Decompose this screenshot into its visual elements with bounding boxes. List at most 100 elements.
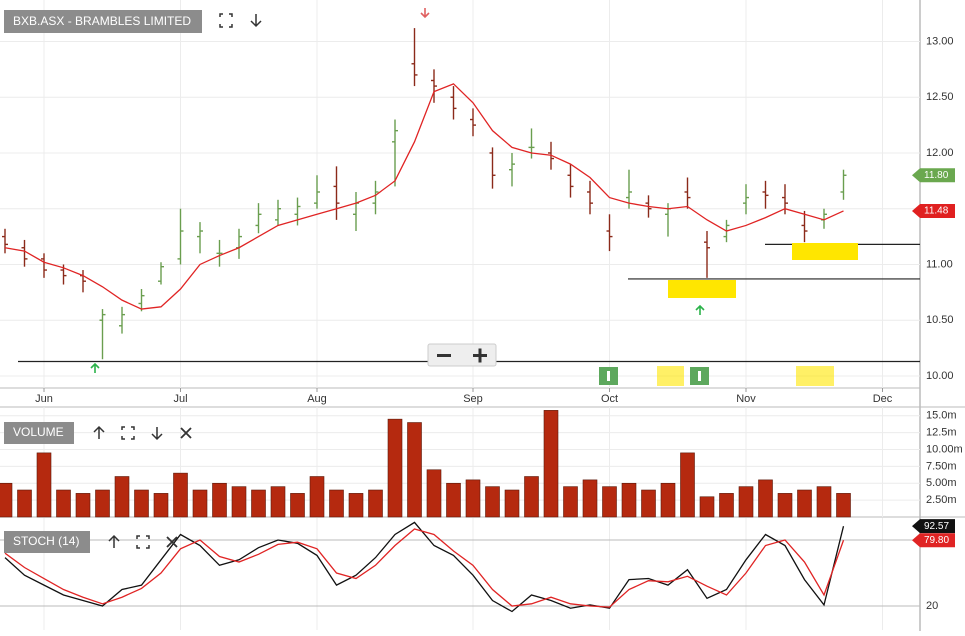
signal-arrow	[695, 304, 705, 315]
volume-bar	[660, 482, 676, 518]
volume-bar	[797, 489, 812, 518]
y-tick-label: 12.5m	[926, 427, 957, 439]
price-tag	[912, 533, 955, 548]
volume-bar	[0, 482, 13, 518]
y-tick-label: 15.0m	[926, 410, 957, 422]
volume-bar	[251, 489, 266, 518]
volume-bar	[231, 486, 247, 518]
volume-bar	[563, 486, 578, 518]
volume-bar	[485, 486, 500, 518]
volume-bar	[192, 489, 208, 518]
price-tag	[912, 519, 955, 534]
volume-bar	[173, 472, 188, 518]
x-tick-label: Jun	[35, 393, 53, 405]
event-icon	[607, 371, 610, 381]
x-tick-label: Nov	[736, 393, 756, 405]
price-tag	[912, 203, 955, 218]
volume-bar	[699, 496, 715, 518]
volume-bar	[407, 422, 422, 518]
price-tag-label: 79.80	[924, 535, 949, 546]
price-tag-label: 11.48	[924, 206, 949, 217]
volume-bar	[56, 489, 71, 518]
zoom-out[interactable]	[437, 354, 451, 357]
price-tag	[912, 168, 955, 183]
panel-title: STOCH (14)	[13, 534, 79, 548]
move-down-icon[interactable]	[250, 14, 262, 28]
volume-bar	[465, 479, 481, 518]
y-tick-label: 11.00	[926, 258, 953, 270]
volume-bar	[621, 482, 637, 518]
x-tick-label: Oct	[601, 393, 618, 405]
zoom-in[interactable]	[478, 348, 482, 363]
volume-bar	[270, 486, 286, 518]
volume-bar	[680, 452, 695, 518]
y-tick-label: 7.50m	[926, 460, 957, 472]
signal-arrow	[90, 362, 100, 373]
panel-title-box	[4, 10, 202, 33]
volume-bar	[582, 479, 598, 518]
stoch-line	[4, 528, 845, 608]
volume-bar	[738, 486, 754, 518]
y-tick-label: 10.00	[926, 370, 954, 382]
drawing-marker[interactable]	[796, 366, 834, 386]
close-icon[interactable]	[166, 536, 178, 548]
stoch-line	[4, 521, 845, 613]
panel-title: VOLUME	[13, 425, 64, 439]
y-tick-label: 20	[926, 600, 938, 612]
maximize-icon[interactable]	[136, 535, 150, 549]
panel-title-box	[4, 422, 74, 444]
volume-bar	[114, 476, 130, 518]
x-tick-label: Jul	[173, 393, 187, 405]
panel-title: BXB.ASX - BRAMBLES LIMITED	[13, 14, 191, 28]
volume-bar	[95, 489, 110, 518]
x-tick-label: Dec	[873, 393, 893, 405]
volume-bar	[387, 418, 403, 518]
y-tick-label: 10.50	[926, 314, 954, 326]
signal-arrow	[420, 8, 430, 19]
volume-bar	[641, 489, 656, 518]
y-tick-label: 13.00	[926, 35, 954, 47]
volume-bar	[17, 489, 32, 518]
maximize-icon[interactable]	[121, 426, 135, 440]
x-tick-label: Sep	[463, 393, 483, 405]
price-tag-label: 92.57	[924, 521, 949, 532]
volume-bar	[758, 479, 773, 518]
moving-average	[4, 83, 844, 310]
maximize-icon[interactable]	[219, 13, 233, 28]
volume-bar	[426, 469, 442, 518]
move-up-icon[interactable]	[93, 425, 105, 439]
y-tick-label: 12.50	[926, 91, 954, 103]
volume-bar	[134, 489, 149, 518]
volume-bar	[75, 493, 91, 518]
y-tick-label: 10.00m	[926, 443, 963, 455]
volume-bar	[543, 410, 559, 518]
zoom-controls	[427, 343, 497, 367]
volume-bar	[329, 489, 344, 518]
volume-bar	[446, 482, 461, 518]
y-tick-label: 2.50m	[926, 494, 957, 506]
volume-bar	[777, 493, 793, 518]
price-tag-label: 11.80	[924, 170, 949, 181]
y-tick-label: 12.00	[926, 147, 954, 159]
move-up-icon[interactable]	[108, 534, 120, 548]
drawing-marker[interactable]	[657, 366, 684, 386]
x-tick-label: Aug	[307, 393, 327, 405]
volume-bar	[153, 493, 169, 518]
volume-bar	[816, 486, 832, 518]
volume-bar	[212, 482, 227, 518]
volume-bar	[309, 476, 325, 518]
highlight	[668, 280, 736, 298]
panel-title-box	[4, 531, 90, 553]
move-down-icon[interactable]	[151, 427, 163, 441]
volume-bar	[602, 486, 617, 518]
close-icon[interactable]	[180, 427, 192, 439]
volume-bar	[524, 476, 539, 518]
volume-bar	[368, 489, 383, 518]
highlight	[792, 243, 858, 260]
volume-bar	[36, 452, 52, 518]
y-tick-label: 5.00m	[926, 477, 957, 489]
volume-bar	[836, 493, 851, 518]
